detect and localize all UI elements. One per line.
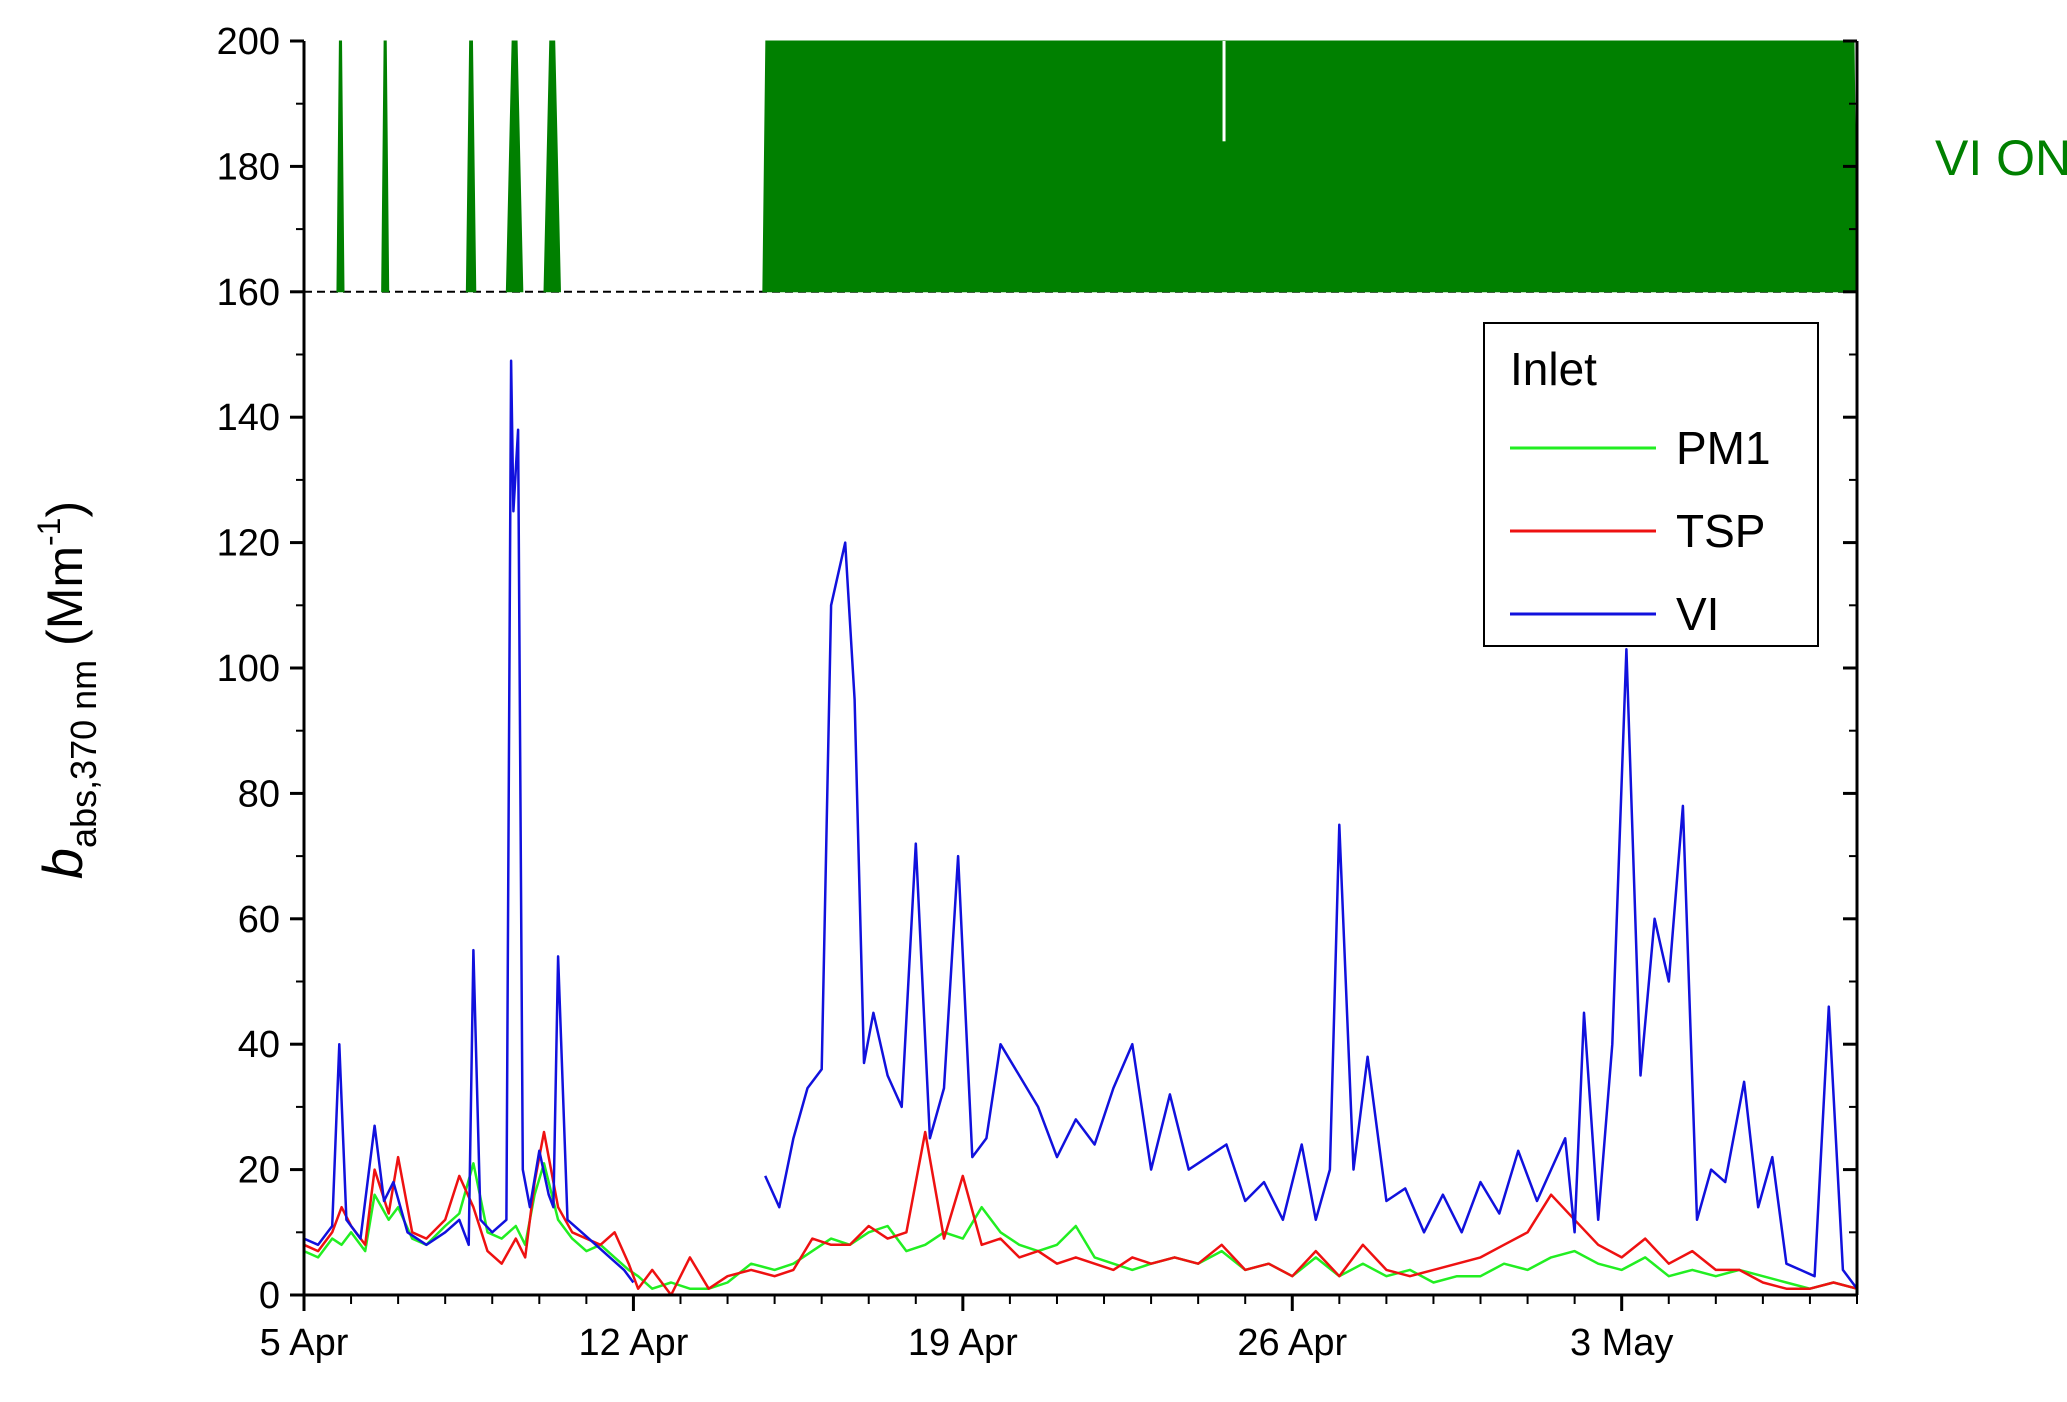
series-layer	[303, 359, 1858, 1297]
x-tick-label: 19 Apr	[908, 1322, 1018, 1364]
x-tick-label: 26 Apr	[1237, 1322, 1347, 1364]
axes	[290, 39, 1859, 1311]
y-tick-labels: 0 20 40 60 80 100 120 140 160 180 200	[217, 21, 280, 1317]
y-axis-title-sub: abs,370 nm	[63, 660, 104, 848]
y-tick-label: 0	[259, 1275, 280, 1317]
legend-title: Inlet	[1510, 343, 1597, 395]
vi-gap	[1222, 41, 1226, 142]
legend-box	[1483, 322, 1819, 647]
vi-on-period-4	[543, 40, 561, 293]
vi-on-period-2	[465, 40, 477, 293]
vi-on-period-5	[762, 40, 1858, 293]
y-axis-title-unit-close: )	[37, 501, 93, 518]
legend-label-tsp: TSP	[1676, 505, 1765, 557]
legend: Inlet PM1 TSP VI	[1483, 322, 1819, 647]
series-vi-line	[303, 359, 635, 1284]
y-tick-label: 40	[238, 1024, 280, 1066]
legend-label-pm1: PM1	[1676, 422, 1771, 474]
y-tick-label: 160	[217, 272, 280, 314]
y-axis-title: babs,370 nm (Mm-1)	[31, 501, 104, 879]
y-tick-label: 60	[238, 899, 280, 941]
y-axis-title-unit: (Mm	[37, 546, 93, 660]
y-tick-label: 20	[238, 1150, 280, 1192]
vi-on-period-3	[505, 40, 524, 293]
y-tick-label: 100	[217, 648, 280, 690]
legend-entries: PM1 TSP VI	[1510, 422, 1771, 640]
y-axis-title-main: b	[31, 848, 94, 879]
y-axis-title-unit-sup: -1	[31, 518, 67, 546]
x-tick-labels: 5 Apr 12 Apr 19 Apr 26 Apr 3 May	[260, 1322, 1674, 1364]
x-tick-label: 5 Apr	[260, 1322, 349, 1364]
vi-on-label: VI ON	[1935, 130, 2067, 186]
series-tsp-line	[303, 1130, 1858, 1297]
vi-on-period-0	[336, 40, 345, 293]
legend-label-vi: VI	[1676, 588, 1719, 640]
vi-on-period-1	[381, 40, 390, 293]
series-vi-line-1	[764, 541, 1858, 1290]
y-tick-label: 200	[217, 21, 280, 63]
x-tick-label: 3 May	[1570, 1322, 1673, 1364]
y-tick-label: 140	[217, 397, 280, 439]
series-pm1-line	[303, 1162, 1858, 1290]
x-tick-label: 12 Apr	[578, 1322, 688, 1364]
y-tick-label: 120	[217, 523, 280, 565]
y-tick-label: 80	[238, 773, 280, 815]
vi-status-area	[304, 40, 1858, 293]
y-tick-label: 180	[217, 146, 280, 188]
